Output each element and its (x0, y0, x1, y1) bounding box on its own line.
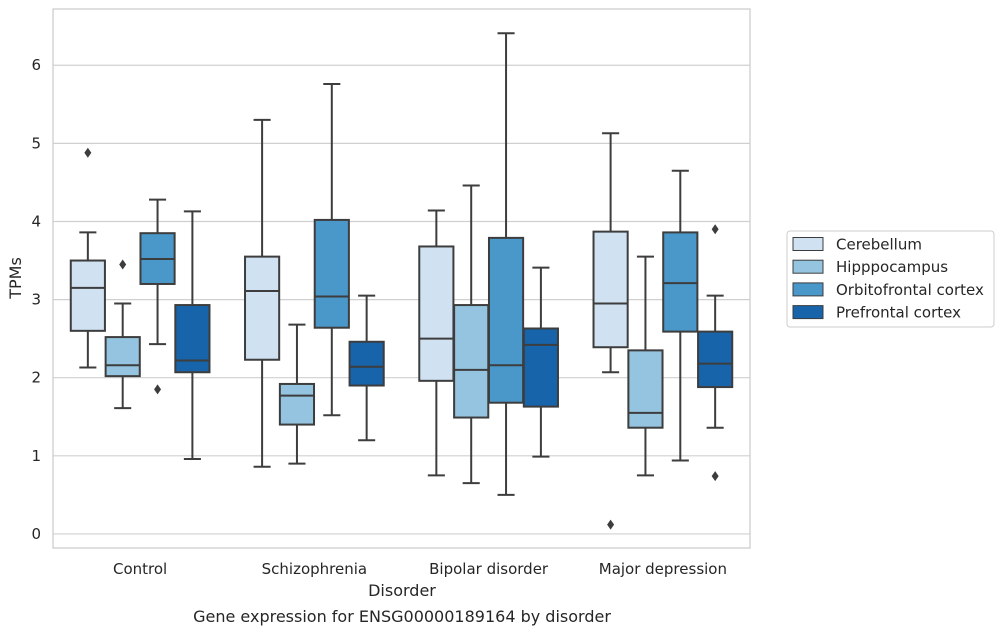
iqr-box (627, 349, 664, 429)
legend-swatch (792, 282, 824, 297)
legend-swatch (792, 305, 824, 320)
y-tick-label: 3 (31, 291, 41, 309)
iqr-box (487, 236, 525, 404)
iqr-box (348, 340, 385, 387)
iqr-box (313, 218, 350, 329)
x-tick-label: Control (113, 560, 167, 578)
box-hipppocampus (104, 259, 141, 410)
box-orbitofrontal-cortex (487, 32, 525, 496)
iqr-box (418, 245, 455, 382)
x-tick-label: Schizophrenia (262, 560, 367, 578)
x-axis-label: Disorder (368, 581, 436, 600)
x-tick-label: Major depression (599, 560, 727, 578)
outlier-point (607, 519, 615, 530)
box-hipppocampus (453, 184, 490, 485)
iqr-box (278, 382, 316, 426)
outlier-point (154, 384, 162, 395)
box-cerebellum (592, 132, 629, 530)
boxes (69, 32, 734, 530)
y-tick-labels: 0 1 2 3 4 5 6 (31, 56, 41, 543)
box-cerebellum (244, 118, 281, 468)
box-cerebellum (418, 209, 455, 477)
outlier-point (711, 471, 719, 482)
iqr-box (104, 336, 141, 378)
outlier-point (84, 147, 92, 158)
box-prefrontal-cortex (174, 210, 211, 460)
x-tick-labels: Control Schizophrenia Bipolar disorder Majo… (113, 560, 727, 578)
y-tick-label: 5 (31, 134, 41, 152)
box-orbitofrontal-cortex (662, 169, 699, 462)
iqr-box (69, 259, 106, 332)
plot-frame (52, 8, 751, 549)
box-orbitofrontal-cortex (139, 198, 176, 395)
iqr-box (522, 327, 559, 408)
iqr-box (697, 330, 734, 389)
iqr-box (592, 230, 629, 349)
box-orbitofrontal-cortex (313, 82, 350, 417)
legend-frame (786, 230, 995, 328)
legend-label: Prefrontal cortex (836, 304, 961, 322)
y-tick-label: 4 (31, 212, 41, 230)
legend-label: Hipppocampus (836, 258, 948, 276)
y-axis-label: TPMs (6, 257, 25, 300)
legend-items: Cerebellum Hipppocampus Orbitofrontal cort… (792, 236, 984, 322)
legend-label: Cerebellum (836, 236, 922, 254)
legend-swatch (792, 259, 824, 274)
iqr-box (453, 304, 490, 419)
legend-label: Orbitofrontal cortex (836, 281, 984, 299)
iqr-box (244, 255, 281, 361)
legend: Cerebellum Hipppocampus Orbitofrontal cort… (786, 230, 995, 328)
iqr-box (662, 231, 699, 333)
box-hipppocampus (627, 255, 664, 477)
iqr-box (174, 304, 211, 374)
chart-caption: Gene expression for ENSG00000189164 by d… (193, 607, 611, 626)
gridlines (53, 64, 750, 535)
box-hipppocampus (278, 323, 316, 465)
y-tick-label: 6 (31, 56, 41, 74)
outlier-point (711, 224, 719, 235)
y-tick-label: 0 (31, 525, 41, 543)
y-tick-label: 2 (31, 369, 41, 387)
x-tick-label: Bipolar disorder (429, 560, 549, 578)
box-cerebellum (69, 147, 106, 369)
box-prefrontal-cortex (348, 294, 385, 442)
box-prefrontal-cortex (697, 224, 734, 482)
legend-swatch (792, 237, 824, 251)
outlier-point (119, 259, 127, 270)
box-prefrontal-cortex (522, 266, 559, 458)
y-tick-label: 1 (31, 447, 41, 465)
